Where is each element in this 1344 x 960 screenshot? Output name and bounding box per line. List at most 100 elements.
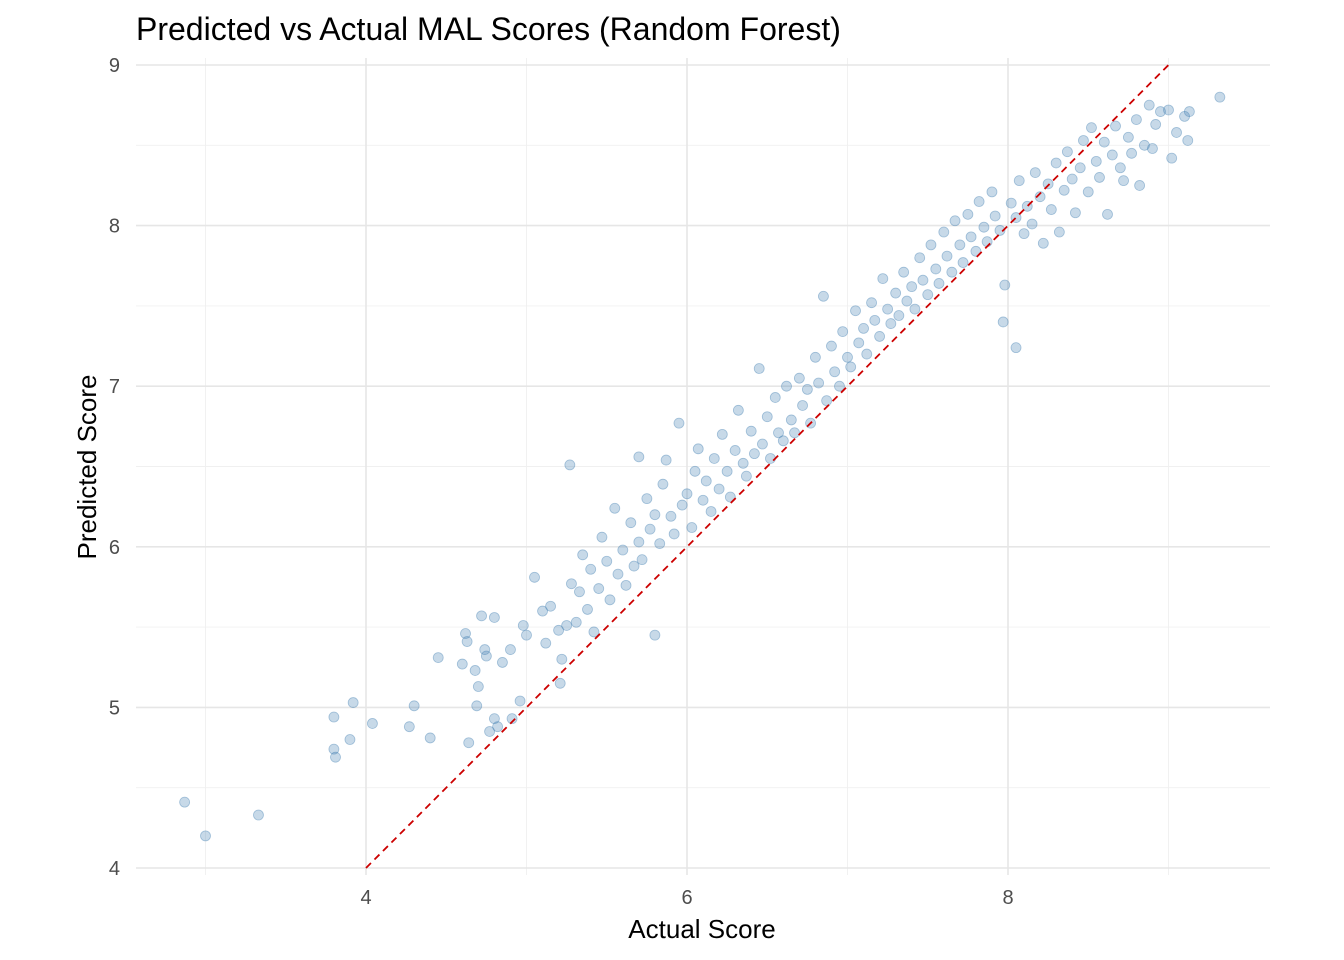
data-point bbox=[604, 594, 616, 606]
data-point bbox=[200, 830, 211, 842]
data-point bbox=[476, 610, 487, 622]
data-point bbox=[1078, 135, 1089, 146]
data-point bbox=[1171, 127, 1182, 138]
data-point bbox=[1147, 143, 1158, 154]
data-point bbox=[1163, 104, 1174, 116]
data-point bbox=[740, 470, 752, 482]
data-point bbox=[1094, 172, 1105, 183]
data-point bbox=[570, 616, 582, 628]
data-point bbox=[686, 522, 698, 533]
data-point bbox=[553, 624, 564, 636]
data-point bbox=[692, 443, 704, 455]
data-point bbox=[521, 629, 532, 641]
data-points bbox=[179, 91, 1226, 842]
data-point bbox=[994, 225, 1006, 236]
data-point bbox=[1010, 342, 1022, 354]
data-point bbox=[874, 331, 885, 342]
data-point bbox=[749, 448, 760, 460]
data-point bbox=[906, 281, 918, 293]
data-point bbox=[708, 453, 720, 464]
y-tick-label: 5 bbox=[109, 697, 120, 719]
data-point bbox=[620, 579, 632, 591]
data-point bbox=[853, 337, 865, 349]
data-point bbox=[328, 711, 340, 723]
data-point bbox=[1139, 139, 1150, 151]
data-point bbox=[909, 303, 921, 315]
data-point bbox=[793, 372, 805, 384]
data-point bbox=[566, 578, 577, 590]
data-point bbox=[601, 555, 613, 567]
data-point bbox=[497, 657, 508, 668]
data-point bbox=[456, 658, 468, 670]
y-axis-title: Predicted Score bbox=[72, 375, 102, 560]
y-tick-label: 7 bbox=[109, 376, 120, 398]
data-point bbox=[737, 457, 749, 469]
data-point bbox=[505, 644, 516, 655]
data-point bbox=[834, 380, 845, 392]
data-point bbox=[1082, 186, 1094, 198]
data-point bbox=[697, 494, 709, 506]
data-point bbox=[649, 629, 661, 641]
data-point bbox=[885, 318, 897, 329]
data-point bbox=[869, 314, 881, 326]
data-point bbox=[845, 361, 857, 373]
data-point bbox=[890, 287, 902, 299]
data-point bbox=[837, 326, 849, 337]
data-point bbox=[922, 289, 934, 301]
data-point bbox=[829, 366, 841, 378]
data-point bbox=[554, 677, 566, 689]
data-point bbox=[745, 425, 757, 437]
data-point bbox=[328, 743, 340, 755]
data-point bbox=[773, 427, 784, 439]
data-point bbox=[344, 734, 356, 745]
x-tick-label: 8 bbox=[1002, 887, 1013, 909]
data-point bbox=[514, 695, 526, 707]
data-point bbox=[1182, 135, 1194, 146]
data-point bbox=[997, 316, 1009, 328]
data-point bbox=[537, 605, 548, 617]
y-tick-label: 8 bbox=[109, 216, 120, 238]
data-point bbox=[461, 636, 473, 647]
data-point bbox=[540, 637, 552, 649]
data-point bbox=[179, 796, 191, 808]
data-point bbox=[866, 297, 877, 309]
data-point bbox=[842, 351, 853, 363]
data-point bbox=[1066, 173, 1078, 185]
data-point bbox=[813, 377, 825, 389]
data-point bbox=[861, 348, 873, 360]
x-axis-title: Actual Score bbox=[628, 914, 775, 944]
data-point bbox=[893, 310, 905, 321]
data-point bbox=[724, 491, 736, 503]
data-point bbox=[989, 210, 1001, 222]
data-point bbox=[917, 274, 929, 286]
data-point bbox=[676, 499, 688, 511]
data-point bbox=[649, 509, 661, 521]
data-point bbox=[1110, 120, 1121, 132]
data-point bbox=[914, 252, 926, 264]
data-point bbox=[633, 536, 645, 548]
data-point bbox=[596, 531, 608, 543]
data-point bbox=[484, 726, 495, 737]
data-point bbox=[561, 620, 573, 631]
data-point bbox=[821, 395, 833, 407]
data-point bbox=[858, 322, 869, 334]
data-point bbox=[1034, 191, 1046, 203]
data-point bbox=[628, 560, 640, 572]
data-point bbox=[1118, 175, 1129, 187]
minor-gridlines bbox=[136, 58, 1270, 875]
data-point bbox=[850, 305, 861, 317]
data-point bbox=[962, 208, 974, 220]
data-point bbox=[660, 454, 672, 466]
data-point bbox=[577, 549, 589, 561]
data-point bbox=[636, 554, 648, 566]
data-point bbox=[469, 665, 481, 676]
data-point bbox=[949, 215, 961, 227]
data-point bbox=[769, 392, 781, 403]
data-point bbox=[957, 257, 969, 268]
data-point bbox=[517, 620, 529, 631]
data-point bbox=[1053, 226, 1065, 238]
data-point bbox=[463, 737, 475, 749]
data-point bbox=[981, 236, 993, 248]
data-point bbox=[826, 340, 837, 352]
data-point bbox=[973, 196, 985, 207]
